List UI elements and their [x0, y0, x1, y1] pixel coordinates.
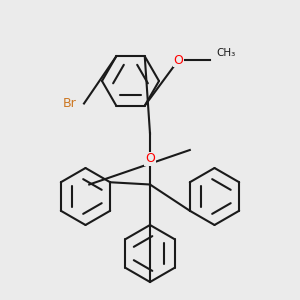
Text: Br: Br — [63, 97, 76, 110]
Text: O: O — [174, 53, 183, 67]
Text: O: O — [145, 152, 155, 166]
Text: CH₃: CH₃ — [216, 47, 235, 58]
